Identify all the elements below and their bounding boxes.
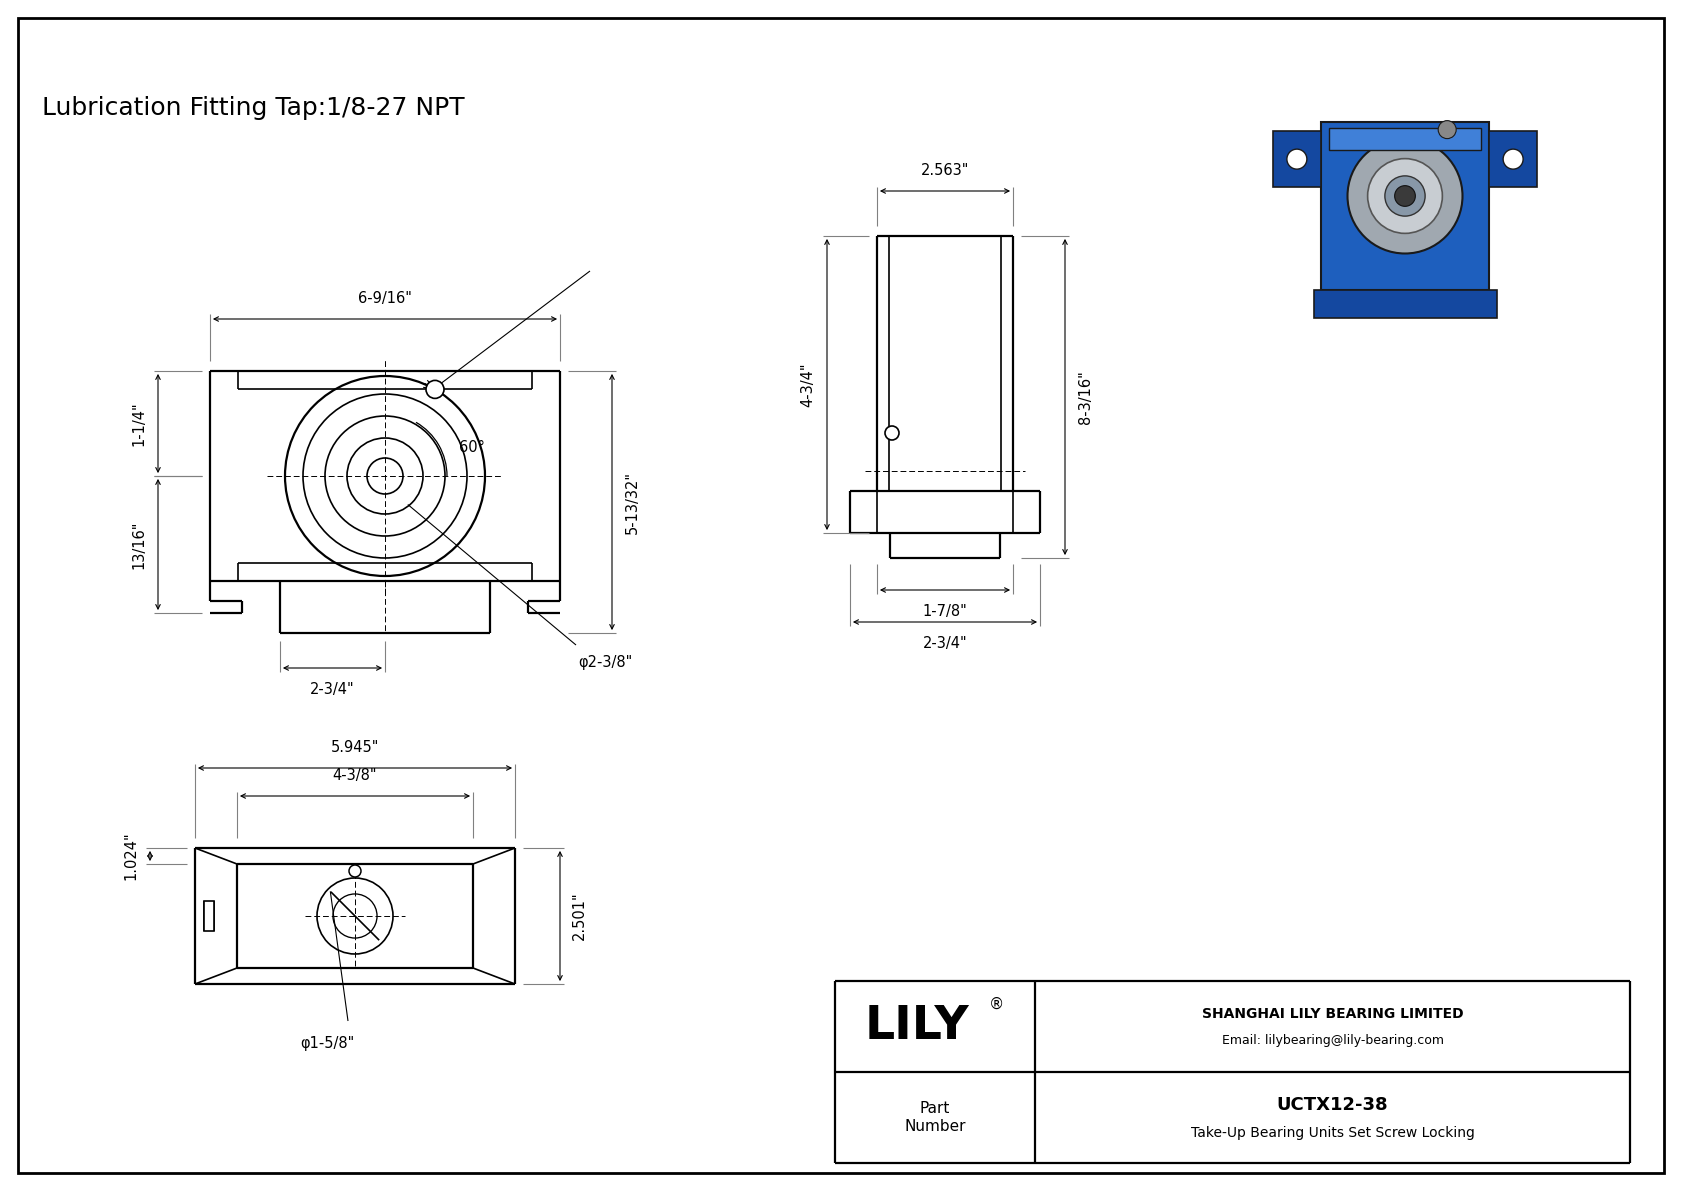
- Text: 8-3/16": 8-3/16": [1078, 370, 1093, 424]
- Circle shape: [886, 426, 899, 439]
- Text: 13/16": 13/16": [131, 520, 147, 568]
- Bar: [204, 902, 214, 931]
- Text: 1.024": 1.024": [123, 831, 138, 880]
- Text: φ1-5/8": φ1-5/8": [300, 1036, 354, 1050]
- Circle shape: [349, 865, 360, 877]
- Text: Take-Up Bearing Units Set Screw Locking: Take-Up Bearing Units Set Screw Locking: [1191, 1127, 1475, 1141]
- Circle shape: [1367, 158, 1443, 233]
- Text: ®: ®: [990, 997, 1005, 1012]
- Circle shape: [1504, 149, 1522, 169]
- Text: 4-3/8": 4-3/8": [333, 768, 377, 782]
- Circle shape: [1287, 149, 1307, 169]
- Text: LILY: LILY: [864, 1004, 970, 1049]
- Bar: [1489, 131, 1537, 187]
- Bar: [1273, 131, 1320, 187]
- Circle shape: [1347, 138, 1462, 254]
- Text: UCTX12-38: UCTX12-38: [1276, 1096, 1388, 1114]
- Bar: [1314, 291, 1497, 318]
- Circle shape: [426, 380, 445, 399]
- Bar: [1329, 127, 1482, 150]
- Text: 6-9/16": 6-9/16": [359, 291, 413, 306]
- Text: 2.563": 2.563": [921, 163, 970, 177]
- Text: Lubrication Fitting Tap:1/8-27 NPT: Lubrication Fitting Tap:1/8-27 NPT: [42, 96, 465, 120]
- Circle shape: [1438, 120, 1457, 138]
- Text: 1-7/8": 1-7/8": [923, 604, 967, 619]
- Text: 2-3/4": 2-3/4": [923, 636, 967, 651]
- Text: φ2-3/8": φ2-3/8": [578, 655, 632, 671]
- Circle shape: [1384, 176, 1425, 216]
- Bar: [1320, 121, 1489, 291]
- Text: 2-3/4": 2-3/4": [310, 682, 355, 697]
- Text: 2.501": 2.501": [573, 892, 588, 941]
- Text: Email: lilybearing@lily-bearing.com: Email: lilybearing@lily-bearing.com: [1221, 1034, 1443, 1047]
- Text: 1-1/4": 1-1/4": [131, 401, 147, 445]
- Text: Part
Number: Part Number: [904, 1102, 965, 1134]
- Text: 5-13/32": 5-13/32": [625, 470, 640, 534]
- Text: 60°: 60°: [460, 441, 485, 455]
- Text: 4-3/4": 4-3/4": [800, 362, 815, 407]
- Text: SHANGHAI LILY BEARING LIMITED: SHANGHAI LILY BEARING LIMITED: [1202, 1008, 1463, 1022]
- Circle shape: [1394, 186, 1415, 206]
- Text: 5.945": 5.945": [330, 740, 379, 755]
